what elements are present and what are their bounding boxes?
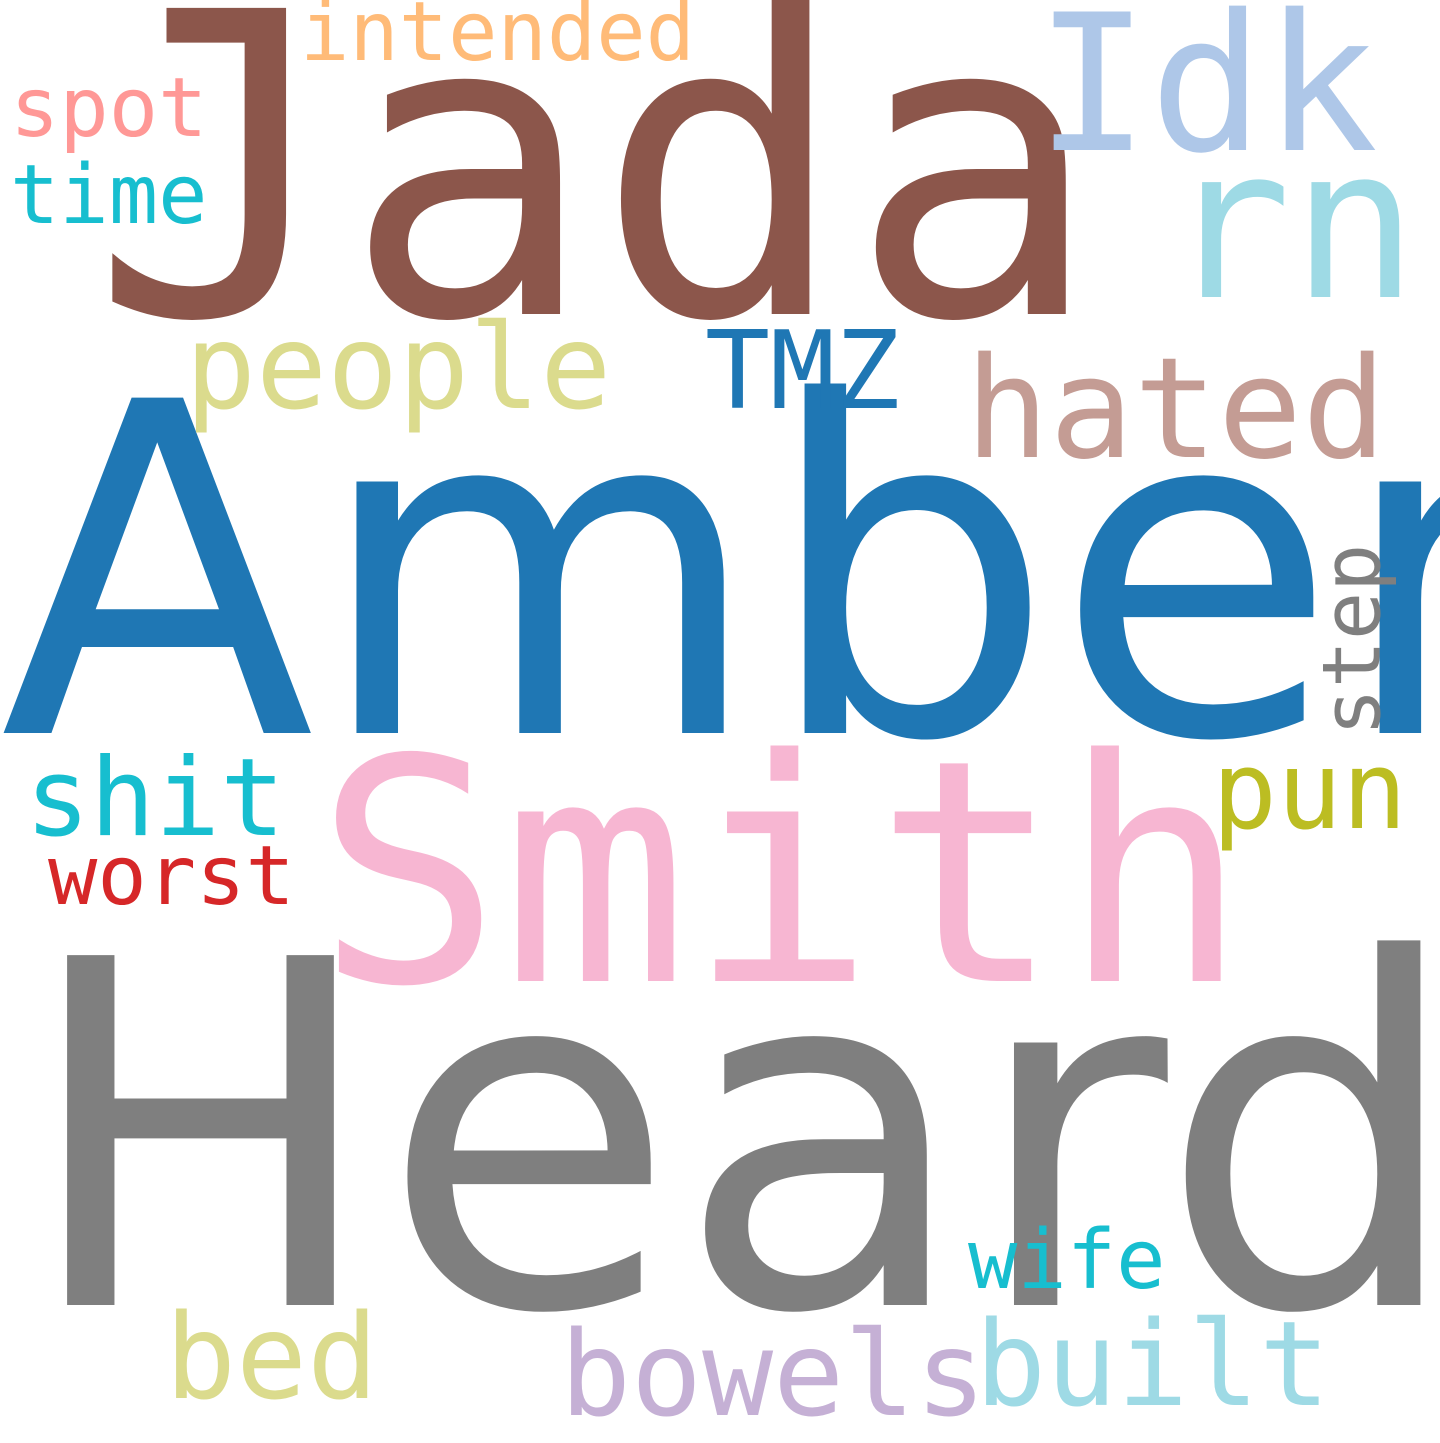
word-people: people [185,298,612,436]
word-shit: shit [25,736,286,861]
word-step: step [1305,543,1399,737]
word-intended: intended [300,0,695,80]
word-wife: wife [968,1213,1166,1308]
word-bed: bed [165,1288,379,1426]
word-bowels: bowels [560,1305,987,1443]
word-smith: Smith [315,694,1249,1055]
word-amber: Amber [0,307,1440,842]
word-jada: Jada [90,0,1102,414]
word-time: time [10,148,208,243]
word-built: built [975,1295,1331,1433]
word-worst: worst [48,829,295,924]
word-pun: pun [1212,729,1408,854]
word-heard: Heard [20,860,1440,1419]
word-hated: hated [965,328,1387,491]
word-rn: rn [1165,102,1418,347]
word-idk: Idk [1035,0,1379,195]
word-tmz: TMZ [705,309,901,434]
word-spot: spot [10,61,208,156]
